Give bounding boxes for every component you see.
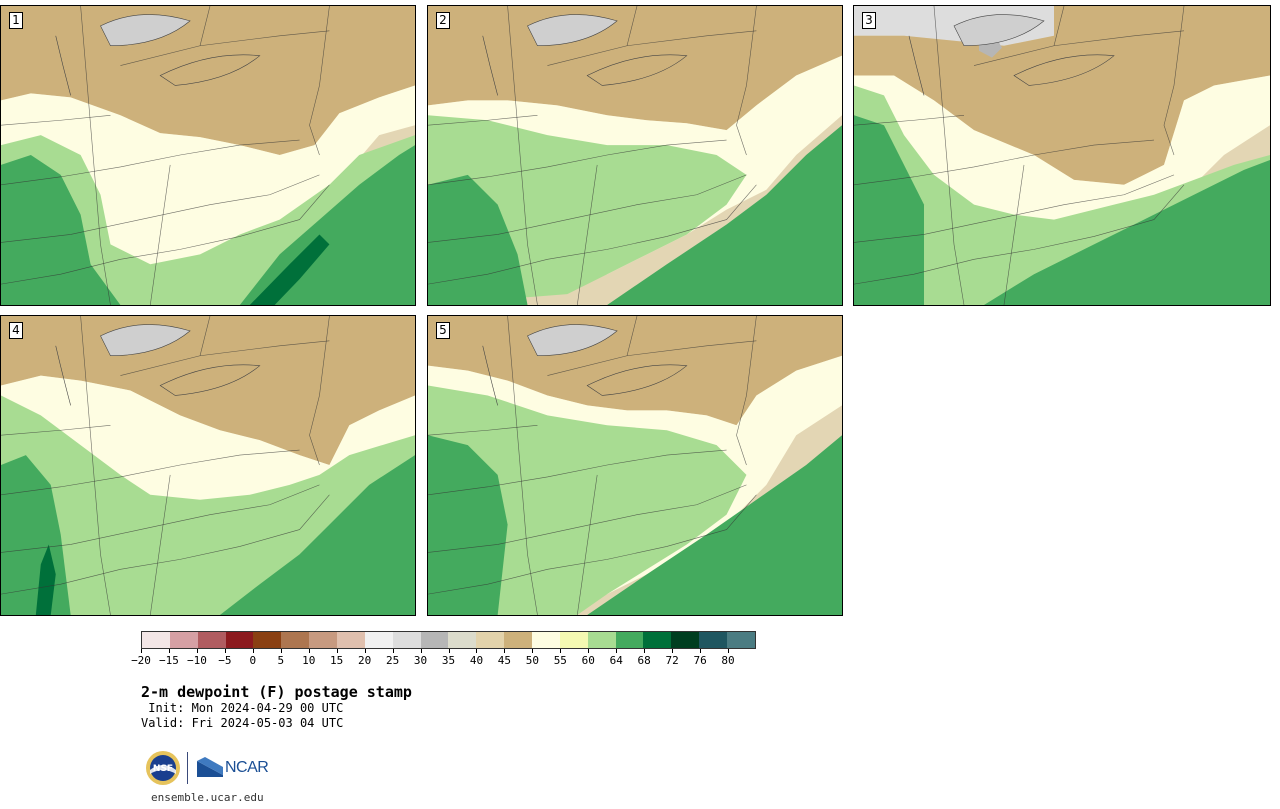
- nsf-logo-icon: NSF: [146, 751, 180, 785]
- map-2: [428, 6, 842, 305]
- colorbar-tick: [168, 649, 170, 653]
- colorbar-tick: [336, 649, 338, 653]
- colorbar-tick: [644, 649, 646, 653]
- colorbar-tick-label: 64: [609, 654, 623, 667]
- ncar-logo-text: NCAR: [225, 759, 269, 776]
- colorbar-tick-label: 50: [525, 654, 539, 667]
- colorbar-tick: [420, 649, 422, 653]
- colorbar-segment: [142, 632, 170, 648]
- colorbar-tick-label: 76: [693, 654, 707, 667]
- colorbar-tick-label: 40: [469, 654, 484, 667]
- colorbar-segment: [504, 632, 533, 648]
- colorbar-tick: [224, 649, 226, 653]
- map-5: [428, 316, 842, 615]
- colorbar-tick: [308, 649, 310, 653]
- colorbar-tick: [588, 649, 590, 653]
- colorbar-tick-label: −10: [186, 654, 207, 667]
- colorbar-tick-label: 5: [277, 654, 285, 667]
- ncar-mark-icon: [197, 757, 223, 777]
- colorbar-segment: [337, 632, 365, 648]
- colorbar-tick-label: 25: [385, 654, 400, 667]
- map-1: [1, 6, 415, 305]
- colorbar-segment: [671, 632, 700, 648]
- panel-number: 1: [9, 12, 23, 29]
- colorbar-tick: [504, 649, 506, 653]
- panel-number: 4: [9, 322, 23, 339]
- map-panel-3: 3: [853, 5, 1271, 306]
- valid-time: Valid: Fri 2024-05-03 04 UTC: [141, 716, 344, 730]
- nsf-logo-text: NSF: [153, 764, 173, 774]
- colorbar-tick-label: 35: [441, 654, 456, 667]
- colorbar-tick: [728, 649, 730, 653]
- colorbar-segment: [587, 632, 616, 648]
- logos: NSF NCAR: [145, 750, 285, 790]
- map-panel-4: 4: [0, 315, 416, 616]
- colorbar-segment: [727, 632, 755, 648]
- site-url: ensemble.ucar.edu: [151, 791, 264, 804]
- map-4: [1, 316, 415, 615]
- colorbar-segment: [169, 632, 198, 648]
- colorbar-segment: [364, 632, 393, 648]
- colorbar-segment: [559, 632, 588, 648]
- colorbar-tick-label: 15: [330, 654, 344, 667]
- map-3: [854, 6, 1270, 305]
- colorbar-tick-label: 55: [553, 654, 567, 667]
- colorbar-tick: [700, 649, 702, 653]
- plot-title: 2-m dewpoint (F) postage stamp: [141, 683, 412, 701]
- colorbar-segment: [615, 632, 644, 648]
- colorbar-segment: [392, 632, 421, 648]
- colorbar-segment: [532, 632, 560, 648]
- colorbar-segment: [448, 632, 477, 648]
- colorbar-tick-label: 72: [665, 654, 679, 667]
- colorbar-tick: [141, 649, 142, 653]
- map-panel-1: 1: [0, 5, 416, 306]
- colorbar-segment: [197, 632, 226, 648]
- panel-number: 2: [436, 12, 450, 29]
- colorbar-tick: [560, 649, 562, 653]
- colorbar-tick: [196, 649, 198, 653]
- colorbar-segment: [309, 632, 338, 648]
- colorbar-segment: [643, 632, 672, 648]
- colorbar-segment: [253, 632, 282, 648]
- logo-divider: [187, 752, 188, 784]
- panel-number: 5: [436, 322, 450, 339]
- colorbar-segment: [476, 632, 505, 648]
- colorbar-tick-label: 80: [721, 654, 735, 667]
- init-time: Init: Mon 2024-04-29 00 UTC: [141, 701, 344, 715]
- colorbar-tick-label: 10: [302, 654, 316, 667]
- colorbar-tick-label: 0: [249, 654, 257, 667]
- colorbar-tick: [448, 649, 450, 653]
- colorbar-segment: [699, 632, 728, 648]
- colorbar-tick: [364, 649, 366, 653]
- colorbar-tick-label: 60: [581, 654, 595, 667]
- colorbar-tick: [672, 649, 674, 653]
- colorbar-segment: [225, 632, 254, 648]
- panel-number: 3: [862, 12, 876, 29]
- colorbar: [141, 631, 756, 649]
- colorbar-tick-label: 45: [497, 654, 512, 667]
- colorbar-tick: [280, 649, 282, 653]
- colorbar-tick: [476, 649, 478, 653]
- colorbar-tick: [616, 649, 618, 653]
- colorbar-tick-label: 68: [637, 654, 651, 667]
- colorbar-ticks: −20 −15 −10 −5 0 5 10 15 20 25 30 35 40 45 50 55 60 64 68 7…: [131, 649, 756, 671]
- colorbar-tick: [532, 649, 534, 653]
- colorbar-tick-label: −5: [218, 654, 232, 667]
- map-panel-2: 2: [427, 5, 843, 306]
- map-panel-5: 5: [427, 315, 843, 616]
- colorbar-tick-label: −15: [159, 654, 179, 667]
- colorbar-tick: [392, 649, 394, 653]
- colorbar-tick-label: 20: [358, 654, 372, 667]
- colorbar-segment: [281, 632, 310, 648]
- colorbar-tick-label: 30: [413, 654, 428, 667]
- colorbar-tick: [252, 649, 254, 653]
- colorbar-segment: [420, 632, 449, 648]
- colorbar-tick-label: −20: [131, 654, 151, 667]
